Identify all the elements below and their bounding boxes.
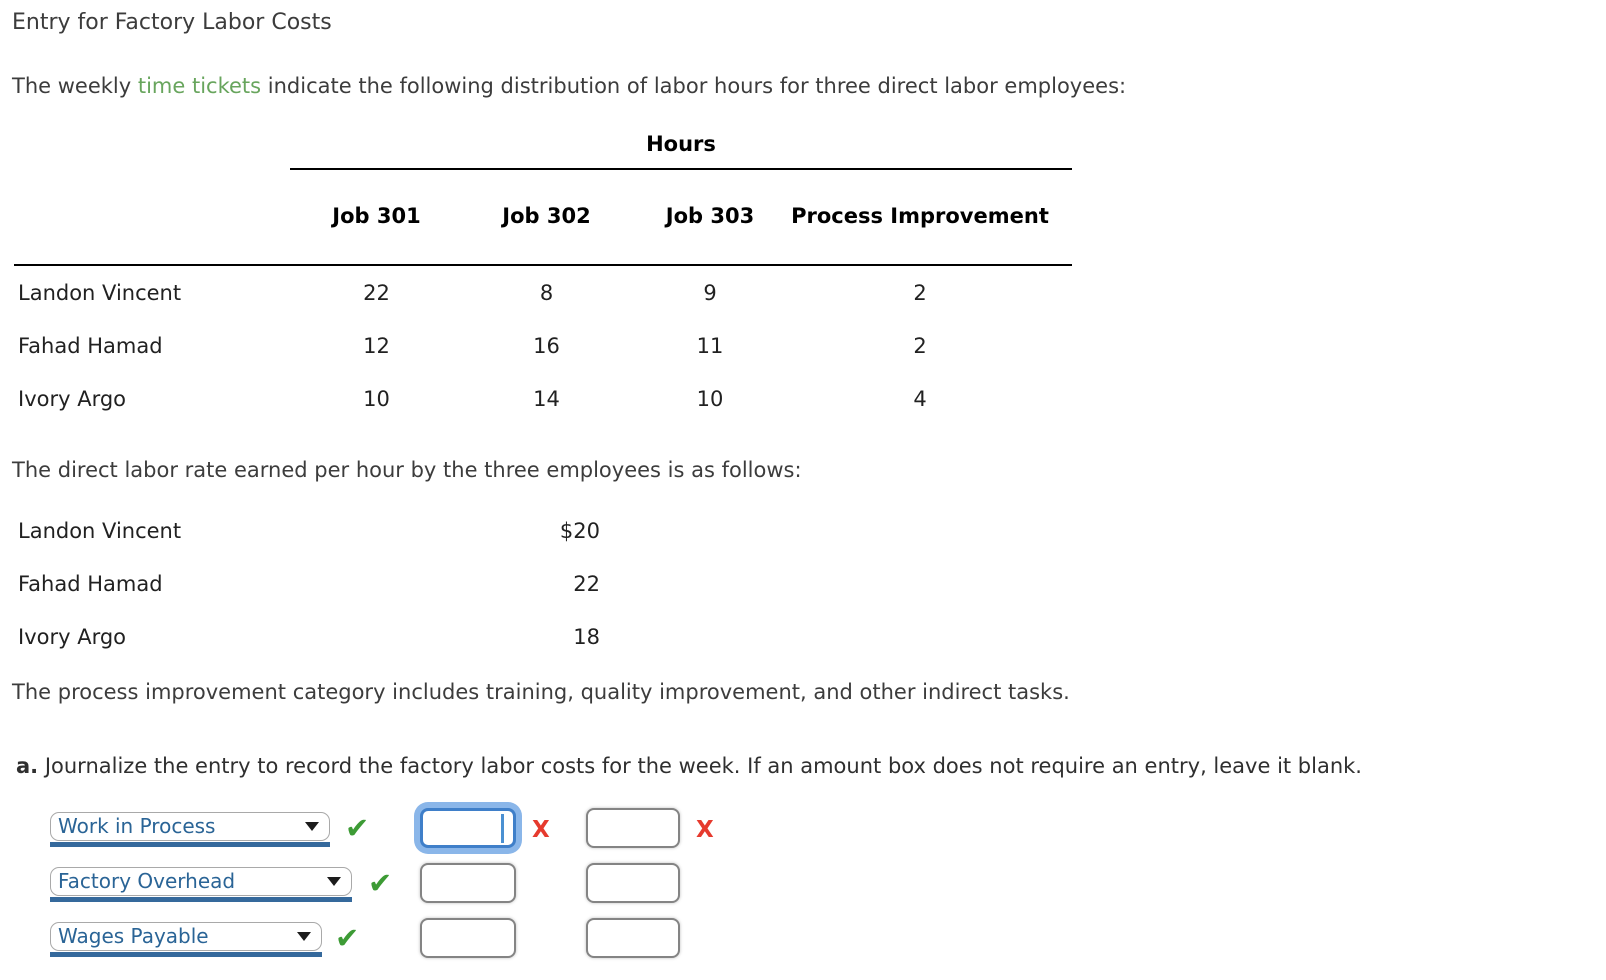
hours-value: 11 [696, 333, 724, 358]
account-select-2-value: Factory Overhead [58, 869, 236, 893]
intro-text-post: indicate the following distribution of l… [261, 74, 1127, 98]
column-header-job-301: Job 301 [332, 204, 421, 229]
instruction-label: a. [16, 754, 39, 778]
debit-input-2[interactable] [420, 863, 516, 903]
hours-value: 10 [696, 386, 724, 411]
hours-table-header-row: Job 301 Job 302 Job 303 Process Improvem… [14, 170, 1072, 266]
account-select-3[interactable]: Wages Payable [50, 922, 322, 957]
credit-input-1[interactable] [586, 808, 680, 848]
hours-value: 12 [363, 333, 390, 358]
rates-intro: The direct labor rate earned per hour by… [12, 458, 802, 482]
hours-value: 9 [703, 280, 717, 305]
intro-text-pre: The weekly [12, 74, 138, 98]
credit-input-3[interactable] [586, 918, 680, 958]
text-cursor-icon [501, 814, 504, 843]
instruction: a. Journalize the entry to record the fa… [16, 754, 1362, 778]
select-underline [50, 897, 352, 902]
hours-value: 10 [363, 386, 390, 411]
dropdown-arrow-icon [327, 877, 341, 886]
correct-check-icon: ✔ [335, 921, 360, 955]
dropdown-arrow-icon [305, 822, 319, 831]
column-header-job-302: Job 302 [502, 204, 591, 229]
journal-row: Work in Process ✔ X X [0, 806, 780, 854]
journal-row: Factory Overhead ✔ [0, 861, 780, 909]
instruction-text: Journalize the entry to record the facto… [38, 754, 1362, 778]
account-select-1-value: Work in Process [58, 814, 216, 838]
hours-table: Hours Job 301 Job 302 Job 303 Process Im… [14, 132, 1072, 425]
hours-value: 4 [913, 386, 927, 411]
column-header-process-improvement: Process Improvement [791, 204, 1049, 229]
time-tickets-link[interactable]: time tickets [137, 74, 262, 98]
hours-value: 8 [539, 280, 554, 305]
employee-name: Ivory Argo [18, 624, 127, 649]
list-item: Landon Vincent $20 [0, 504, 620, 557]
debit-input-1[interactable] [420, 808, 516, 848]
table-row: Landon Vincent 22 8 9 2 [14, 266, 1072, 319]
select-underline [50, 842, 330, 847]
correct-check-icon: ✔ [368, 866, 393, 900]
rate-value: 22 [573, 571, 600, 596]
account-select-2[interactable]: Factory Overhead [50, 867, 352, 902]
intro-paragraph: The weekly time tickets indicate the fol… [12, 74, 1126, 98]
rate-value: $20 [559, 518, 600, 543]
account-select-3-value: Wages Payable [58, 924, 209, 948]
table-row: Fahad Hamad 12 16 11 2 [14, 319, 1072, 372]
employee-name: Landon Vincent [18, 280, 182, 305]
employee-name: Ivory Argo [18, 386, 127, 411]
hours-value: 14 [533, 386, 560, 411]
employee-name: Fahad Hamad [18, 571, 163, 596]
correct-check-icon: ✔ [345, 811, 370, 845]
hours-value: 2 [913, 280, 927, 305]
error-x-icon: X [532, 817, 550, 843]
list-item: Ivory Argo 18 [0, 610, 620, 663]
employee-name: Landon Vincent [18, 518, 182, 543]
account-select-1[interactable]: Work in Process [50, 812, 330, 847]
hours-value: 22 [363, 280, 390, 305]
credit-input-2[interactable] [586, 863, 680, 903]
error-x-icon: X [696, 817, 714, 843]
rates-table: Landon Vincent $20 Fahad Hamad 22 Ivory … [0, 504, 620, 663]
select-underline [50, 952, 322, 957]
rate-value: 18 [573, 624, 600, 649]
hours-value: 16 [533, 333, 560, 358]
journal-row: Wages Payable ✔ [0, 916, 780, 964]
dropdown-arrow-icon [297, 932, 311, 941]
hours-group-header: Hours [290, 132, 1072, 170]
list-item: Fahad Hamad 22 [0, 557, 620, 610]
employee-name: Fahad Hamad [18, 333, 163, 358]
hours-value: 2 [913, 333, 927, 358]
table-row: Ivory Argo 10 14 10 4 [14, 372, 1072, 425]
page-title: Entry for Factory Labor Costs [12, 10, 332, 35]
debit-input-3[interactable] [420, 918, 516, 958]
process-note: The process improvement category include… [12, 680, 1070, 704]
column-header-job-303: Job 303 [665, 204, 755, 229]
